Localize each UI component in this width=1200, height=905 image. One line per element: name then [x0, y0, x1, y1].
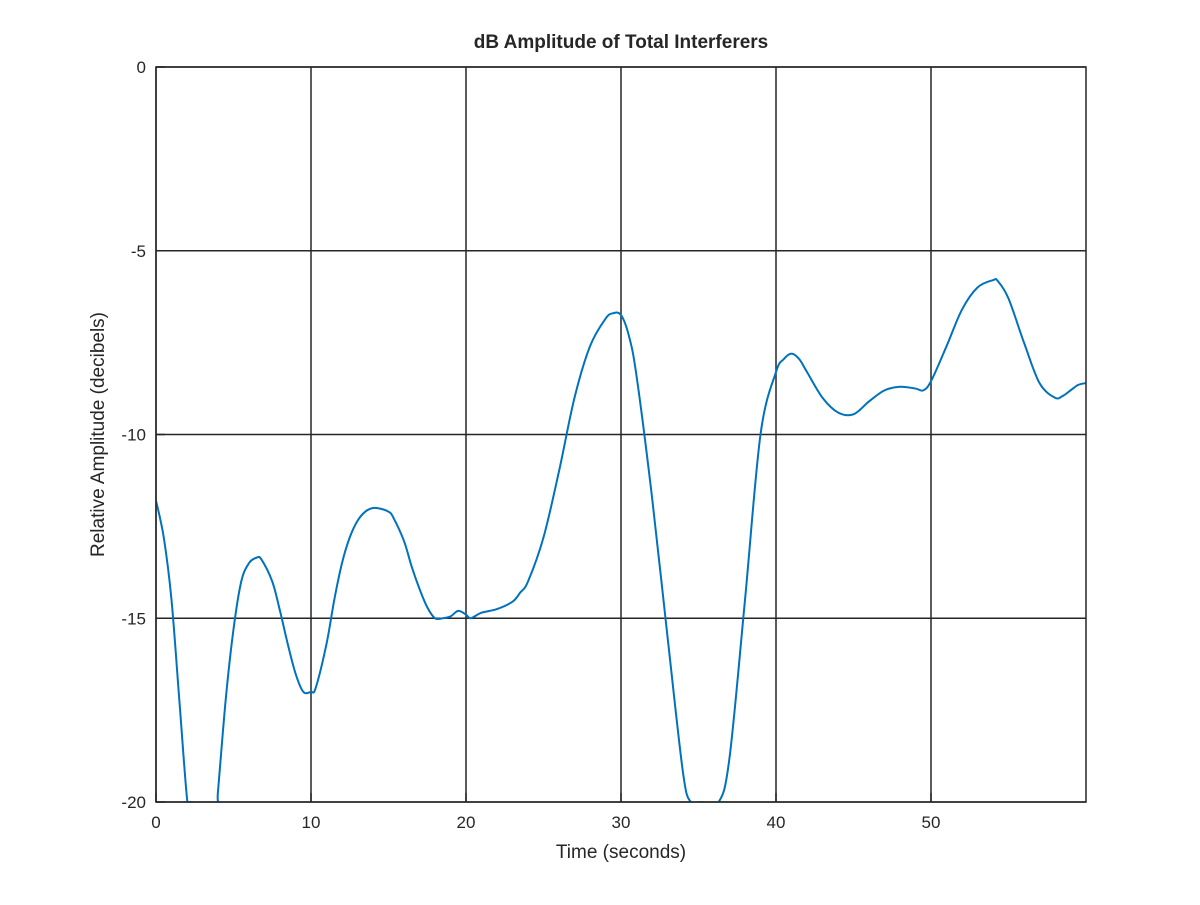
y-tick-label: -20: [121, 793, 146, 812]
y-axis-label: Relative Amplitude (decibels): [88, 312, 109, 557]
x-axis-label: Time (seconds): [556, 842, 686, 863]
x-tick-label: 10: [302, 813, 321, 832]
series-line: [156, 277, 1086, 802]
y-tick-label: -15: [121, 609, 146, 628]
x-tick-label: 0: [151, 813, 160, 832]
tick-layer: 0 10 20 30 40 50 0 -5 -10 -15 -20: [121, 58, 940, 832]
chart-title: dB Amplitude of Total Interferers: [474, 32, 769, 53]
x-tick-label: 30: [612, 813, 631, 832]
y-tick-label: -10: [121, 426, 146, 445]
y-tick-label: -5: [131, 242, 146, 261]
x-tick-label: 40: [767, 813, 786, 832]
y-tick-label: 0: [137, 58, 146, 77]
x-tick-label: 50: [922, 813, 941, 832]
series-layer: [156, 277, 1086, 802]
x-tick-label: 20: [457, 813, 476, 832]
